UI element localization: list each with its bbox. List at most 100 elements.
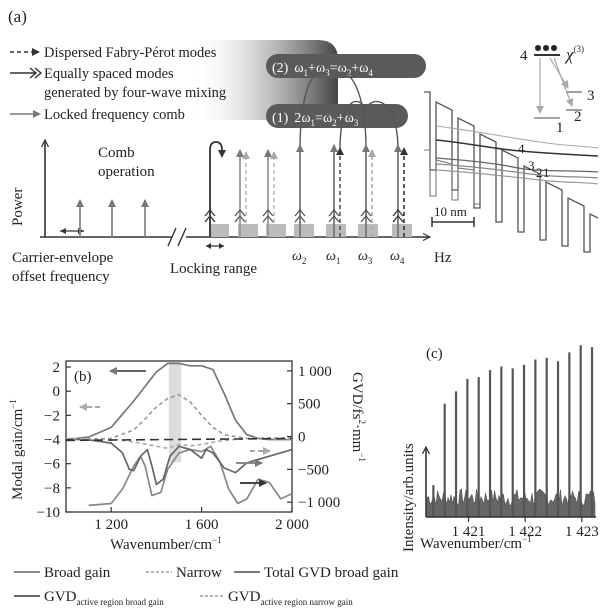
electron-dot [543,45,549,51]
b-left-tick-label: 0 [53,384,61,400]
chi3-label: χ(3) [564,44,584,64]
level-3-label: 3 [587,88,595,104]
b-series-line-1 [65,393,292,441]
legend-locked-comb: Locked frequency comb [44,107,185,123]
legend-narrow: Narrow [176,565,222,581]
c-x-tick-label: 1 421 [452,524,486,540]
band-label-1: 1 [543,165,550,180]
omega-4-label: ω4 [390,249,405,266]
b-axis-arrows [79,367,271,487]
level-4-label: 4 [520,48,528,64]
fwm-arc-2 [329,71,367,151]
power-label: Power [10,188,26,226]
b-right-axis-label: GVD/fs2·mm−1 [349,372,367,462]
omega-3-label: ω3 [358,249,373,266]
band-level-1 [435,169,599,185]
legend-equal-modes: Equally spaced modes [44,66,174,82]
b-right-tick-label: 1 000 [298,364,332,380]
b-x-axis-label: Wavenumber/cm−1 [110,535,222,553]
legend-a: Dispersed Fabry-Pérot modes Equally spac… [10,45,226,123]
band-structure: 4 3 2 1 10 nm [424,91,599,253]
c-y-axis-label: Intensity/arb.units [401,443,417,552]
panel-a-label: (a) [8,7,27,26]
band-level-2 [435,163,599,179]
process-1-label: (1) 2ω1=ω2+ω3 [266,104,408,128]
comb-operation-1: Comb [98,145,135,161]
b-series-line-5 [65,437,293,442]
panel-c: 1 421 1 422 1 423 (c) Intensity/arb.units … [401,345,599,552]
transition-arrow [553,57,574,107]
c-peaks-group [426,345,596,518]
b-series-line-3 [65,438,293,486]
b-ticks-group: 2 0 −2 −4 −6 −8 −10 1 000 500 0 −500 −1 000 1 200 1 6… [37,360,341,533]
b-left-tick-label: −4 [44,433,60,449]
axis-break-gap [172,228,186,246]
b-left-tick-label: −8 [44,481,60,497]
mode-lines [204,141,408,237]
axis-break-left [167,227,177,247]
b-x-tick-label: 1 200 [94,517,128,533]
legend-gvd-narrow: GVDactive region narrow gain [228,589,353,607]
c-ticks-group: 1 421 1 422 1 423 [452,517,599,540]
double-arrow-icon [206,243,224,249]
panel-a: (a) Dispersed Fabry-Pérot modes Equally … [8,7,599,285]
ceo-line-2: offset frequency [12,269,110,285]
legend-gvd-broad: GVDactive region broad gain [44,589,164,607]
b-x-tick-label: 1 600 [185,517,219,533]
svg-text:(1)2ω1=ω2+ω3: (1) 2ω1=ω2+ω3 [272,111,359,128]
band-conduction-profile [424,91,599,253]
legend-total-gvd: Total GVD broad gain [264,565,399,581]
legend-b: Broad gain Narrow Total GVD broad gain G… [14,565,399,607]
c-x-axis-label: Wavenumber/cm−1 [420,534,532,552]
fwm-arc-3 [339,100,367,151]
band-level-upper [435,125,599,149]
hz-label: Hz [434,250,452,266]
legend-broad-gain: Broad gain [44,565,111,581]
omega-2-label: ω2 [292,249,306,266]
band-valence-profile [424,149,480,205]
locking-range-label: Locking range [170,261,257,277]
scale-bar-label: 10 nm [434,204,467,219]
level-2-label: 2 [574,109,582,125]
b-left-tick-label: −2 [44,408,60,424]
double-arrow-icon [60,228,84,234]
b-right-tick-label: −1 000 [298,495,340,511]
b-right-tick-label: 0 [298,430,306,446]
band-label-4: 4 [518,141,525,156]
comb-operation-2: operation [98,164,155,180]
level-1-label: 1 [556,120,564,136]
panel-b-label: (b) [74,369,92,385]
b-left-tick-label: −6 [44,457,60,473]
electron-dot [535,45,541,51]
band-level-3 [435,157,599,173]
b-series-line-2 [88,445,293,507]
legend-fp-modes: Dispersed Fabry-Pérot modes [44,45,217,61]
band-label-3: 3 [528,158,535,173]
fwm-arcs [299,71,399,151]
ceo-line-1: Carrier-envelope [12,250,114,266]
process-2-label: (2) ω1+ω3=ω2+ω4 [266,54,426,78]
c-x-tick-label: 1 423 [565,524,599,540]
b-right-tick-label: −500 [298,462,329,478]
fwm-arc-1 [299,71,331,151]
electron-dot [551,45,557,51]
b-series-line-4 [65,436,292,450]
band-level-4 [435,139,599,157]
c-x-tick-label: 1 422 [508,524,542,540]
panel-b: 2 0 −2 −4 −6 −8 −10 1 000 500 0 −500 −1 000 1 200 1 6… [8,360,367,553]
b-left-tick-label: 2 [53,360,61,376]
locking-range-boxes [209,224,412,237]
band-label-2: 2 [536,165,543,180]
axis-break-right [177,227,187,247]
hook-mode-line [209,141,223,237]
b-right-tick-label: 500 [298,397,321,413]
svg-text:(2)ω1+ω3=ω2+ω4: (2) ω1+ω3=ω2+ω4 [272,61,373,78]
legend-fwm: generated by four-wave mixing [44,85,226,101]
dashed-arrow-icon [32,48,40,56]
panel-c-label: (c) [426,346,443,362]
double-chevron-arrow-icon [29,67,43,79]
b-left-axis-label: Modal gain/cm−1 [8,399,26,500]
omega-1-label: ω1 [326,249,340,266]
b-x-tick-label: 2 000 [275,517,309,533]
solid-arrow-icon [33,110,41,118]
